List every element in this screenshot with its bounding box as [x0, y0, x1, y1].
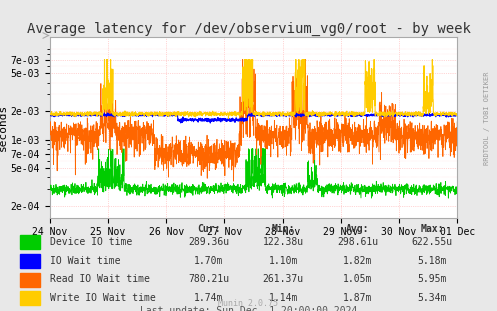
Text: 122.38u: 122.38u	[263, 237, 304, 247]
Text: 1.82m: 1.82m	[343, 256, 373, 266]
Text: Munin 2.0.75: Munin 2.0.75	[219, 299, 278, 308]
Text: Read IO Wait time: Read IO Wait time	[50, 274, 150, 284]
Text: Avg:: Avg:	[346, 224, 370, 234]
Text: IO Wait time: IO Wait time	[50, 256, 120, 266]
Text: 1.74m: 1.74m	[194, 293, 224, 303]
Text: Write IO Wait time: Write IO Wait time	[50, 293, 156, 303]
Text: 261.37u: 261.37u	[263, 274, 304, 284]
Text: 1.87m: 1.87m	[343, 293, 373, 303]
Text: 780.21u: 780.21u	[188, 274, 229, 284]
Text: Device IO time: Device IO time	[50, 237, 132, 247]
Text: 5.34m: 5.34m	[417, 293, 447, 303]
Text: 622.55u: 622.55u	[412, 237, 453, 247]
Text: Last update: Sun Dec  1 20:00:00 2024: Last update: Sun Dec 1 20:00:00 2024	[140, 306, 357, 311]
Text: 1.70m: 1.70m	[194, 256, 224, 266]
Text: 298.61u: 298.61u	[337, 237, 378, 247]
Bar	[20, 254, 40, 268]
Text: 5.95m: 5.95m	[417, 274, 447, 284]
Text: 5.18m: 5.18m	[417, 256, 447, 266]
Text: Max:: Max:	[420, 224, 444, 234]
Text: 289.36u: 289.36u	[188, 237, 229, 247]
Text: 1.14m: 1.14m	[268, 293, 298, 303]
Text: Cur:: Cur:	[197, 224, 221, 234]
Text: RRDTOOL / TOBI OETIKER: RRDTOOL / TOBI OETIKER	[484, 72, 490, 165]
Bar	[20, 235, 40, 249]
Bar	[20, 273, 40, 287]
Text: Average latency for /dev/observium_vg0/root - by week: Average latency for /dev/observium_vg0/r…	[26, 22, 471, 36]
Y-axis label: seconds: seconds	[0, 104, 8, 151]
Text: 1.10m: 1.10m	[268, 256, 298, 266]
Text: 1.05m: 1.05m	[343, 274, 373, 284]
Text: Min:: Min:	[271, 224, 295, 234]
Bar	[20, 291, 40, 305]
